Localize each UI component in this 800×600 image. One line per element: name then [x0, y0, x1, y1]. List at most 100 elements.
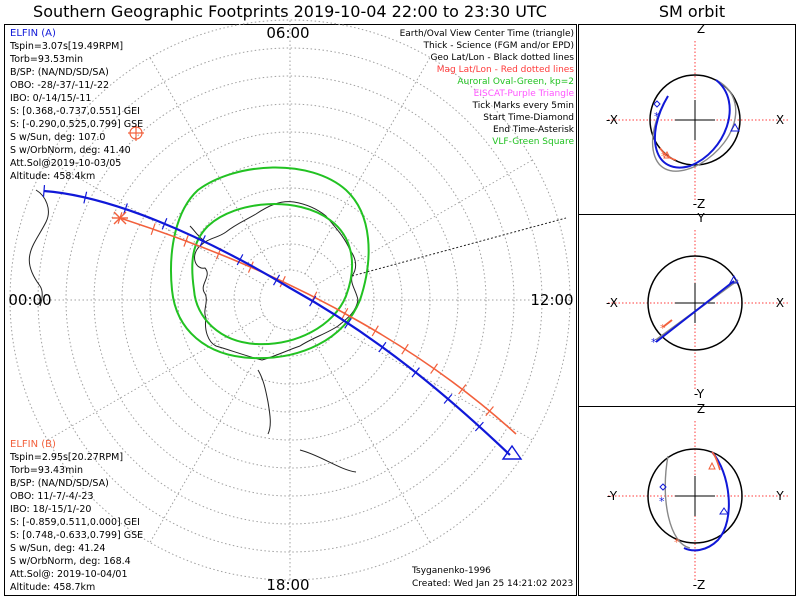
track-tick: [183, 235, 189, 247]
track-tick: [42, 184, 46, 198]
info-line: S: [-0.290,0.525,0.799] GSE: [10, 119, 143, 130]
longitude-line: [315, 159, 533, 286]
orbit-axis-label: Y: [775, 489, 784, 503]
orbit-panel-yz-border: [578, 406, 796, 596]
orbit-marker-asterisk: *: [651, 336, 657, 349]
latitude-circle: [149, 159, 431, 441]
polar-map: 06:00 00:00 12:00 18:00 ELFIN (A) Tspin=…: [8, 19, 575, 594]
orbit-axis-label: -Y: [607, 489, 618, 503]
coastlines: [28, 189, 359, 473]
longitude-line: [149, 325, 276, 543]
info-line: S: [0.368,-0.737,0.551] GEI: [10, 106, 140, 117]
info-line: Torb=93.53min: [9, 54, 83, 65]
info-line: IBO: 0/-14/15/-11: [10, 93, 91, 104]
orbit-path-elfin-a: [683, 451, 730, 552]
elfin-b-start-diamond: [128, 125, 144, 141]
orbit-axis-label: -X: [606, 113, 618, 127]
orbit-marker-diamond: [653, 100, 661, 108]
elfin-a-track-line: [43, 189, 511, 456]
info-line: OBO: -28/-37/-11/-22: [10, 80, 109, 91]
hour-label-bottom: 18:00: [266, 576, 309, 594]
earth-circle: [649, 74, 741, 166]
track-tick: [401, 343, 409, 355]
track-tick: [378, 341, 387, 353]
orbit-panel-1: Y -Y -X X: [606, 211, 788, 401]
elfin-a-view-center-triangle: [501, 444, 523, 460]
orbit-title: SM orbit: [659, 2, 725, 21]
orbit-path-elfin-b: [662, 319, 673, 328]
legend-entry: End Time-Asterisk: [493, 125, 575, 135]
orbit-panels: Z-Z-X XY-Y-X XZ-Z-Y Y******: [606, 22, 788, 592]
orbit-panel-0: Z -Z -X X: [606, 22, 788, 211]
orbit-path-elfin-a: [654, 79, 731, 169]
elfin-a-track: [42, 184, 523, 460]
track-tick: [430, 363, 438, 374]
orbit-axis-label: Z: [697, 402, 705, 416]
legend-entry: Geo Lat/Lon - Black dotted lines: [430, 53, 574, 63]
model-credit: Tsyganenko-1996: [411, 566, 491, 576]
latitude-circle: [205, 215, 375, 385]
auroral-oval-outer: [170, 166, 370, 360]
elfin-b-track-line: [119, 217, 517, 435]
longitude-line: [149, 57, 276, 275]
orbit-axis-label: -Z: [693, 197, 706, 211]
latitude-circle: [177, 187, 403, 413]
legend-entry: Auroral Oval-Green, kp=2: [457, 77, 574, 87]
track-tick: [247, 261, 254, 273]
track-tick: [443, 393, 453, 404]
orbit-axis-label: X: [776, 296, 784, 310]
hour-label-right: 12:00: [530, 291, 573, 309]
latitude-circle: [233, 243, 347, 357]
elfin-b-track: [117, 212, 517, 435]
track-tick: [341, 307, 349, 320]
info-line: S: [0.748,-0.633,0.799] GSE: [10, 530, 143, 541]
elfin-a-ticks: [42, 184, 484, 432]
track-tick: [199, 235, 206, 247]
orbit-path-elfin-a: [655, 280, 735, 343]
track-tick: [485, 406, 494, 417]
orbit-marker-asterisk: *: [659, 495, 665, 508]
map-legend: Earth/Oval View Center Time (triangle) Th…: [400, 29, 575, 147]
orbit-path-elfin-b: [711, 451, 721, 471]
orbit-axis-label: X: [776, 113, 784, 127]
info-line: Att.Sol@2019-10-03/05: [10, 158, 121, 169]
track-tick: [411, 367, 420, 378]
track-tick: [371, 325, 379, 337]
track-tick: [458, 384, 467, 395]
orbit-path-gray: [651, 79, 737, 172]
info-line: OBO: 11/-7/-4/-23: [10, 491, 94, 502]
australia-coastline: [299, 449, 357, 473]
orbit-marker-asterisk: *: [661, 150, 667, 163]
info-line: S w/Sun, deg: 107.0: [10, 132, 105, 143]
track-tick: [474, 421, 484, 432]
longitude-line: [304, 57, 431, 275]
geo-meridian-line: [351, 217, 567, 277]
longitude-line: [315, 314, 533, 441]
elfin-b-end-asterisk: [112, 211, 128, 225]
info-line: S w/OrbNorm, deg: 168.4: [10, 556, 131, 567]
legend-entry: Thick - Science (FGM and/or EPD): [423, 41, 574, 51]
legend-entry: Start Time-Diamond: [483, 113, 574, 123]
track-tick: [279, 275, 286, 288]
track-tick: [161, 218, 168, 230]
orbit-path-elfin-b: [659, 147, 677, 161]
latitude-circle: [121, 131, 459, 469]
track-tick: [150, 223, 156, 235]
info-line: S w/OrbNorm, deg: 41.40: [10, 145, 131, 156]
legend-entry: Mag Lat/Lon - Red dotted lines: [437, 65, 575, 75]
info-line: B/SP: (NA/ND/SD/SA): [10, 478, 109, 489]
elfin-a-info: ELFIN (A) Tspin=3.07s[19.49RPM] Torb=93.5…: [9, 28, 143, 182]
auroral-ovals: [170, 166, 370, 360]
info-line: Att.Sol@: 2019-10-04/01: [10, 569, 128, 580]
elfin-b-info-lines: Tspin=2.95s[20.27RPM] Torb=93.43min B/SP: …: [9, 452, 143, 593]
orbit-marker-triangle: [663, 150, 671, 159]
legend-entry: Tick Marks every 5min: [472, 101, 574, 111]
elfin-a-info-lines: Tspin=3.07s[19.49RPM] Torb=93.53min B/SP: …: [9, 41, 143, 182]
elfin-a-name: ELFIN (A): [10, 28, 56, 39]
orbit-marker-asterisk: *: [660, 322, 666, 335]
info-line: Tspin=3.07s[19.49RPM]: [9, 41, 123, 52]
geo-grid: [9, 19, 571, 581]
orbit-axis-label: -Z: [693, 578, 706, 592]
orbit-path-gray: [664, 455, 691, 549]
track-tick: [309, 295, 317, 307]
